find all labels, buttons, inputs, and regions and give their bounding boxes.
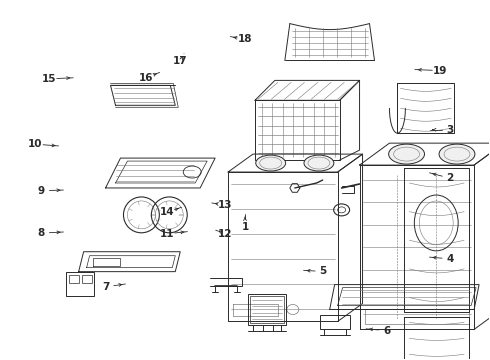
Text: 10: 10 — [28, 139, 42, 149]
Text: 5: 5 — [319, 266, 327, 276]
Text: 9: 9 — [38, 186, 45, 196]
Text: 6: 6 — [383, 325, 390, 336]
Ellipse shape — [439, 144, 475, 164]
Text: 8: 8 — [38, 228, 45, 238]
Text: 18: 18 — [238, 35, 252, 44]
Text: 19: 19 — [433, 66, 447, 76]
Text: 17: 17 — [173, 56, 188, 66]
Text: 2: 2 — [446, 173, 454, 183]
Bar — [248, 293, 286, 325]
Ellipse shape — [304, 155, 334, 171]
Text: 11: 11 — [160, 229, 174, 239]
Ellipse shape — [389, 144, 424, 164]
Text: 13: 13 — [218, 200, 233, 210]
Bar — [82, 275, 92, 283]
Text: 3: 3 — [446, 125, 454, 135]
Ellipse shape — [256, 155, 286, 171]
Text: 7: 7 — [102, 282, 110, 292]
Text: 1: 1 — [242, 222, 248, 231]
Bar — [250, 296, 284, 323]
Text: 16: 16 — [139, 73, 154, 83]
Text: 15: 15 — [42, 74, 56, 84]
Bar — [319, 315, 349, 329]
Bar — [66, 272, 94, 296]
Text: 4: 4 — [446, 254, 454, 264]
Text: 14: 14 — [160, 207, 174, 217]
Bar — [69, 275, 78, 283]
Text: 12: 12 — [218, 229, 233, 239]
